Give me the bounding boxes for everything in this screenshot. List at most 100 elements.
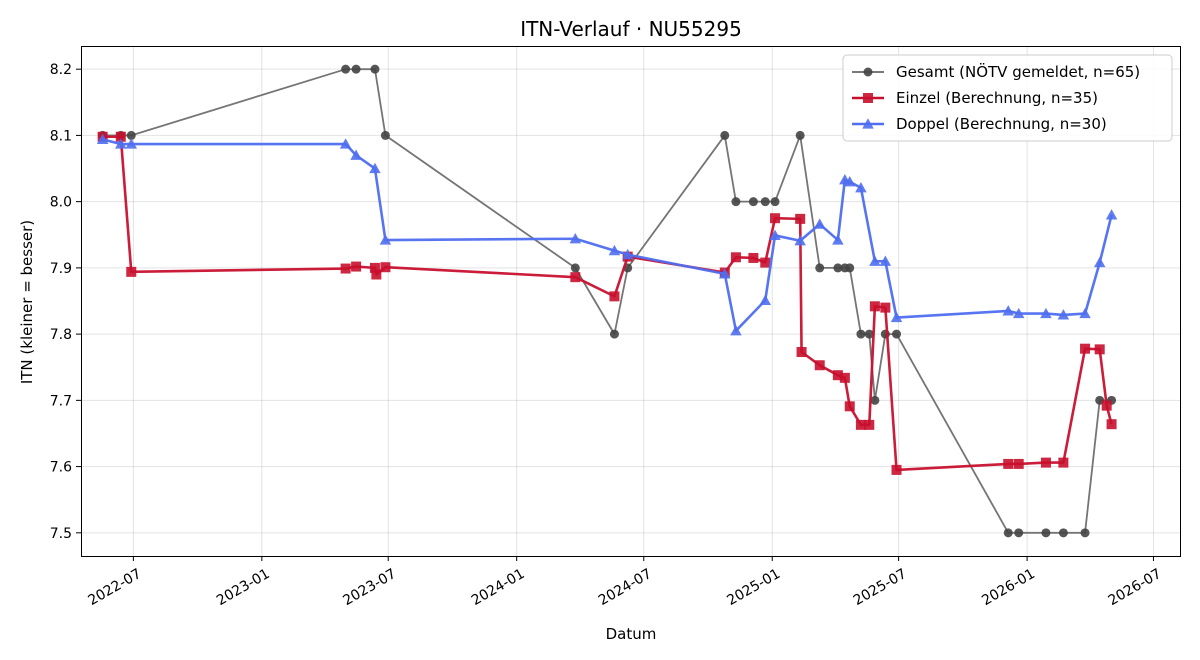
- data-point: [380, 262, 391, 273]
- x-axis-label: Datum: [606, 625, 657, 643]
- data-point: [880, 302, 891, 313]
- data-point: [795, 213, 806, 224]
- data-point: [340, 263, 351, 274]
- data-point: [845, 263, 855, 273]
- data-point: [1040, 457, 1051, 468]
- data-point: [731, 197, 741, 207]
- data-point: [760, 257, 771, 268]
- legend-entry: Doppel (Berechnung, n=30): [852, 115, 1107, 133]
- y-tick-label: 7.8: [50, 327, 72, 343]
- data-point: [339, 138, 352, 149]
- data-point: [351, 64, 361, 74]
- data-point: [125, 138, 138, 149]
- data-point: [1041, 528, 1051, 538]
- data-point: [569, 232, 582, 244]
- legend-box: [842, 54, 1173, 142]
- data-point: [869, 255, 881, 266]
- data-point: [608, 244, 621, 256]
- data-point: [815, 263, 825, 273]
- data-point: [891, 464, 902, 475]
- data-point: [370, 64, 380, 74]
- data-point: [833, 263, 843, 273]
- data-point: [1003, 458, 1014, 469]
- legend: Gesamt (NÖTV gemeldet, n=65) Einzel (Bere…: [842, 54, 1173, 142]
- data-point: [1080, 528, 1090, 538]
- data-point: [864, 329, 874, 339]
- data-point: [856, 329, 866, 339]
- data-point: [832, 370, 843, 381]
- data-point: [795, 130, 805, 140]
- series-layer: [96, 64, 1118, 538]
- data-point: [748, 252, 759, 263]
- data-point: [759, 294, 772, 305]
- data-point: [1094, 344, 1105, 355]
- y-axis: 7.5 7.6 7.7 7.8 7.9 8.0 8.1 8.2: [50, 62, 81, 542]
- data-point: [864, 419, 875, 430]
- data-point: [730, 325, 742, 336]
- data-point: [769, 229, 781, 241]
- legend-marker: [863, 93, 873, 103]
- data-point: [1105, 209, 1118, 220]
- data-point: [96, 133, 109, 144]
- data-point: [1093, 256, 1106, 268]
- data-point: [879, 255, 892, 266]
- y-tick-label: 7.9: [50, 261, 72, 277]
- y-tick-label: 7.5: [50, 526, 72, 542]
- data-point: [1014, 528, 1024, 538]
- data-point: [814, 360, 825, 371]
- chart-title: ITN-Verlauf · NU55295: [520, 17, 742, 41]
- legend-entry: Einzel (Berechnung, n=35): [852, 89, 1098, 107]
- data-point: [380, 130, 390, 140]
- data-point: [1079, 307, 1091, 319]
- legend-entry: Gesamt (NÖTV gemeldet, n=65): [852, 62, 1140, 81]
- legend-label: Gesamt (NÖTV gemeldet, n=65): [896, 62, 1140, 81]
- legend-label: Doppel (Berechnung, n=30): [896, 115, 1107, 133]
- data-point: [813, 218, 826, 229]
- data-point: [855, 181, 867, 193]
- data-point: [730, 252, 741, 263]
- data-point: [1058, 528, 1068, 538]
- data-point: [570, 263, 580, 273]
- data-point: [609, 291, 620, 302]
- data-point: [609, 329, 619, 339]
- series-3: [96, 133, 1118, 336]
- y-axis-label: ITN (kleiner = besser): [18, 220, 36, 384]
- data-point: [371, 269, 382, 280]
- data-point: [1013, 458, 1024, 469]
- data-point: [1003, 528, 1013, 538]
- data-point: [1080, 343, 1091, 354]
- y-tick-label: 7.6: [50, 460, 72, 476]
- data-point: [1040, 307, 1052, 319]
- data-point: [770, 197, 780, 207]
- data-point: [379, 234, 392, 245]
- plot-frame: [81, 46, 1181, 557]
- data-point: [843, 176, 856, 187]
- y-tick-label: 8.1: [50, 128, 72, 144]
- data-point: [794, 234, 806, 246]
- data-point: [719, 268, 731, 279]
- data-point: [351, 261, 362, 272]
- data-point: [892, 329, 902, 339]
- data-point: [126, 266, 137, 277]
- data-point: [1002, 305, 1014, 316]
- data-point: [1057, 309, 1070, 320]
- data-point: [369, 262, 380, 273]
- data-point: [1012, 307, 1025, 319]
- data-point: [832, 234, 844, 245]
- y-tick-label: 7.7: [50, 393, 72, 409]
- data-point: [720, 130, 730, 140]
- legend-marker: [862, 118, 874, 129]
- data-point: [115, 131, 126, 142]
- data-point: [570, 272, 581, 283]
- data-point: [1058, 457, 1069, 468]
- data-point: [770, 213, 781, 224]
- data-point: [890, 311, 903, 323]
- legend-label: Einzel (Berechnung, n=35): [896, 89, 1098, 107]
- data-point: [369, 162, 381, 174]
- data-point: [621, 248, 634, 260]
- data-point: [1106, 419, 1117, 430]
- data-point: [350, 149, 362, 160]
- data-point: [1101, 400, 1112, 411]
- data-point: [869, 301, 880, 312]
